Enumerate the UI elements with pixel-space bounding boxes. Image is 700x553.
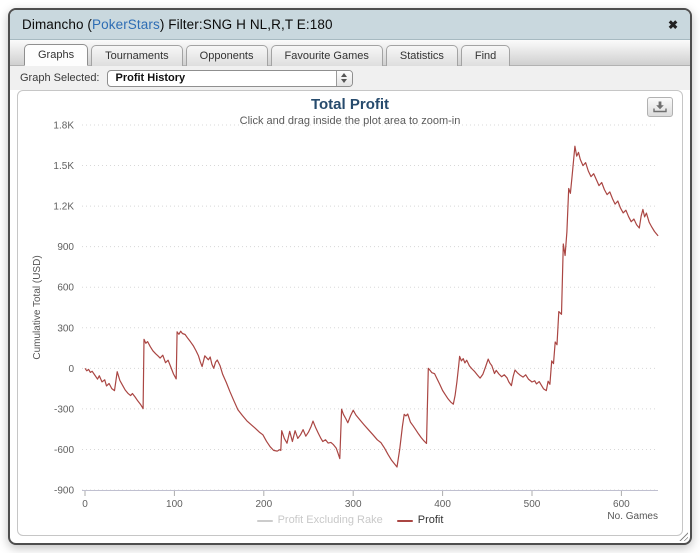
svg-text:600: 600 [57, 283, 74, 294]
svg-text:600: 600 [613, 499, 630, 510]
legend-item-profit-excluding-rake[interactable]: Profit Excluding Rake [256, 515, 383, 526]
pokerstars-link[interactable]: PokerStars [92, 17, 160, 32]
tab-find[interactable]: Find [460, 45, 511, 66]
svg-text:200: 200 [255, 499, 272, 510]
download-icon [653, 101, 667, 113]
svg-text:-300: -300 [54, 404, 74, 415]
tab-bar: Graphs Tournaments Opponents Favourite G… [10, 40, 690, 66]
select-stepper-icon [335, 70, 352, 86]
profit-history-plot-area[interactable]: -900 -600 -300 0 300 600 900 1.2K 1.5K 1.8K 0 100 20… [18, 91, 682, 535]
window-title-prefix: Dimancho ( [22, 17, 93, 32]
graph-select[interactable]: Profit History [106, 69, 353, 87]
chart-title: Total Profit [310, 96, 390, 113]
tab-opponents[interactable]: Opponents [185, 45, 268, 66]
tab-favourite-games[interactable]: Favourite Games [270, 45, 383, 66]
svg-text:-600: -600 [54, 445, 74, 456]
window-titlebar: Dimancho (PokerStars) Filter:SNG H NL,R,… [10, 10, 690, 40]
svg-text:400: 400 [434, 499, 451, 510]
graph-selected-label: Graph Selected: [20, 72, 100, 84]
chart-subtitle: Click and drag inside the plot area to z… [239, 115, 461, 127]
legend-dash-icon [256, 519, 273, 522]
svg-text:300: 300 [57, 323, 74, 334]
svg-text:0: 0 [68, 364, 74, 375]
graph-toolbar: Graph Selected: Profit History [10, 66, 690, 90]
window-title-suffix: ) Filter:SNG H NL,R,T E:180 [159, 17, 333, 32]
close-button[interactable]: ✖ [667, 17, 678, 32]
resize-grip[interactable] [678, 531, 688, 541]
svg-text:300: 300 [345, 499, 362, 510]
svg-text:1.5K: 1.5K [53, 161, 74, 172]
svg-text:-900: -900 [54, 486, 74, 497]
graph-select-value: Profit History [115, 72, 186, 84]
export-chart-button[interactable] [647, 97, 673, 117]
svg-text:No. Games: No. Games [607, 511, 658, 522]
tab-statistics[interactable]: Statistics [385, 45, 458, 66]
svg-text:Cumulative Total (USD): Cumulative Total (USD) [32, 255, 43, 359]
chart-legend: Profit Excluding Rake Profit [18, 515, 682, 526]
results-window: Dimancho (PokerStars) Filter:SNG H NL,R,… [8, 8, 692, 545]
tab-graphs[interactable]: Graphs [24, 44, 89, 66]
svg-text:900: 900 [57, 242, 74, 253]
window-title: Dimancho (PokerStars) Filter:SNG H NL,R,… [22, 17, 333, 32]
svg-text:1.2K: 1.2K [53, 202, 74, 213]
legend-item-profit[interactable]: Profit [396, 515, 443, 526]
tab-tournaments[interactable]: Tournaments [91, 45, 183, 66]
svg-text:100: 100 [166, 499, 183, 510]
svg-text:500: 500 [524, 499, 541, 510]
legend-dash-icon [396, 519, 413, 522]
svg-text:0: 0 [82, 499, 88, 510]
svg-text:1.8K: 1.8K [53, 121, 74, 132]
chart-panel: Total Profit Click and drag inside the p… [17, 90, 683, 536]
